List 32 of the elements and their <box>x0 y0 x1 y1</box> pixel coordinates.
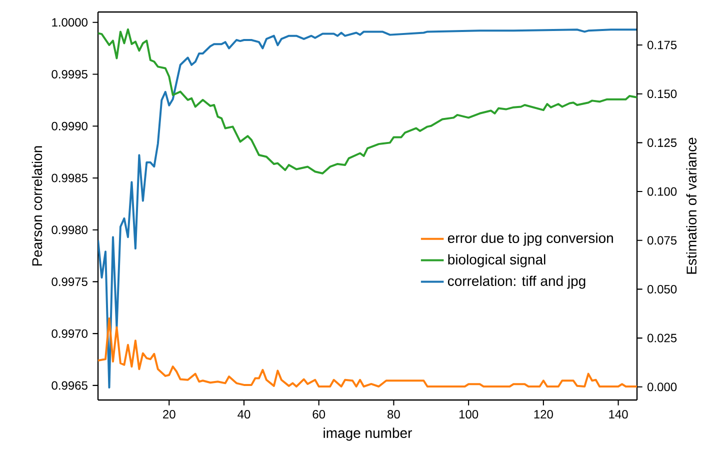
y2-tick-label: 0.075 <box>648 236 677 245</box>
y2-tick-label: 0.150 <box>648 90 677 98</box>
y2-tick-label: 0.000 <box>648 382 677 392</box>
x-tick-label: 40 <box>238 410 250 419</box>
y-tick-label: 1.0000 <box>52 18 88 27</box>
y-tick-label: 0.9975 <box>52 277 88 286</box>
line-series <box>98 317 638 388</box>
x-tick-label: 60 <box>312 410 326 419</box>
line-series <box>98 28 638 174</box>
y-tick-label: 0.9990 <box>52 122 88 130</box>
legend-label: correlation: tiff and jpg <box>448 276 586 289</box>
x-tick-label: 120 <box>534 410 553 419</box>
y2-tick-label: 0.100 <box>648 187 677 196</box>
x-tick-label: 20 <box>163 410 176 419</box>
y-tick-label: 0.9980 <box>52 226 88 234</box>
y2-tick-label: 0.025 <box>648 334 677 342</box>
y-tick-label: 0.9970 <box>52 329 88 338</box>
y2-tick-label: 0.125 <box>648 138 677 147</box>
y-axis-title: Pearson correlation <box>32 146 42 266</box>
x-axis-title: image number <box>324 428 412 441</box>
y-tick-label: 0.9985 <box>52 174 88 182</box>
x-tick-label: 100 <box>459 410 478 419</box>
legend-label: error due to jpg conversion <box>448 232 613 246</box>
y-tick-label: 0.9995 <box>52 70 88 78</box>
y-tick-label: 0.9965 <box>52 381 88 390</box>
x-tick-label: 80 <box>388 410 400 419</box>
legend-label: biological signal <box>448 254 546 268</box>
y2-tick-label: 0.175 <box>648 40 677 50</box>
line-series <box>98 28 637 389</box>
y2-axis-title: Estimation of variance <box>686 138 697 274</box>
x-tick-label: 140 <box>609 410 628 419</box>
y2-tick-label: 0.050 <box>648 284 677 294</box>
